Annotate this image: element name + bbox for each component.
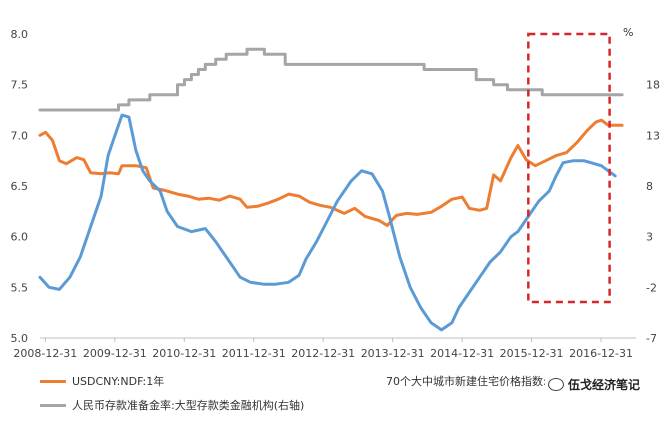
right-axis-unit: % xyxy=(623,26,634,39)
x-tick-label: 2008-12-31 xyxy=(13,347,77,360)
y-right-tick-label: 8 xyxy=(646,180,653,193)
x-tick-label: 2011-12-31 xyxy=(222,347,286,360)
y-left-tick-label: 5.0 xyxy=(11,332,29,345)
x-tick-label: 2009-12-31 xyxy=(83,347,147,360)
y-right-tick-label: -7 xyxy=(646,332,657,345)
x-tick-label: 2010-12-31 xyxy=(152,347,216,360)
x-tick-label: 2015-12-31 xyxy=(500,347,564,360)
x-tick-label: 2014-12-31 xyxy=(430,347,494,360)
axes-layer: 5.0 5.5 6.0 6.5 7.0 7.5 8.0 -7 -2 3 8 13 18 2008-12-3… xyxy=(11,28,661,360)
y-right-tick-label: 3 xyxy=(646,231,653,244)
x-tick-label: 2016-12-31 xyxy=(569,347,633,360)
highlight-box xyxy=(527,32,611,304)
annotation-layer xyxy=(527,32,611,304)
wechat-icon xyxy=(548,378,564,391)
y-left-tick-label: 8.0 xyxy=(11,28,29,41)
series-line-2 xyxy=(38,47,624,112)
series-layer xyxy=(38,47,624,332)
series-line-0 xyxy=(38,118,624,227)
y-left-tick-label: 5.5 xyxy=(11,281,29,294)
legend-swatch-gray xyxy=(40,403,66,407)
y-left-tick-label: 6.0 xyxy=(11,231,29,244)
y-right-tick-label: -2 xyxy=(646,281,657,294)
series-line-1 xyxy=(38,113,617,332)
x-tick-label: 2013-12-31 xyxy=(361,347,425,360)
legend-item-rrr: 人民币存款准备金率:大型存款类金融机构(右轴) xyxy=(40,397,304,413)
legend-label-house-price: 70个大中城市新建住宅价格指数:同比(右轴) xyxy=(386,375,545,388)
watermark: 伍戈经济笔记 xyxy=(548,376,640,393)
y-right-tick-label: 18 xyxy=(646,79,660,92)
y-right-tick-label: 13 xyxy=(646,129,660,142)
y-left-tick-label: 6.5 xyxy=(11,180,29,193)
legend-item-house-price: 70个大中城市新建住宅价格指数:同比(右轴) xyxy=(380,373,545,389)
legend-swatch-orange xyxy=(40,379,66,383)
legend-item-ndf: USDCNY:NDF:1年 xyxy=(40,373,164,389)
legend-label-ndf: USDCNY:NDF:1年 xyxy=(72,375,165,388)
y-left-tick-label: 7.5 xyxy=(11,79,29,92)
watermark-text: 伍戈经济笔记 xyxy=(568,378,641,392)
y-left-tick-label: 7.0 xyxy=(11,129,29,142)
x-tick-label: 2012-12-31 xyxy=(291,347,355,360)
legend-label-rrr: 人民币存款准备金率:大型存款类金融机构(右轴) xyxy=(72,399,305,412)
